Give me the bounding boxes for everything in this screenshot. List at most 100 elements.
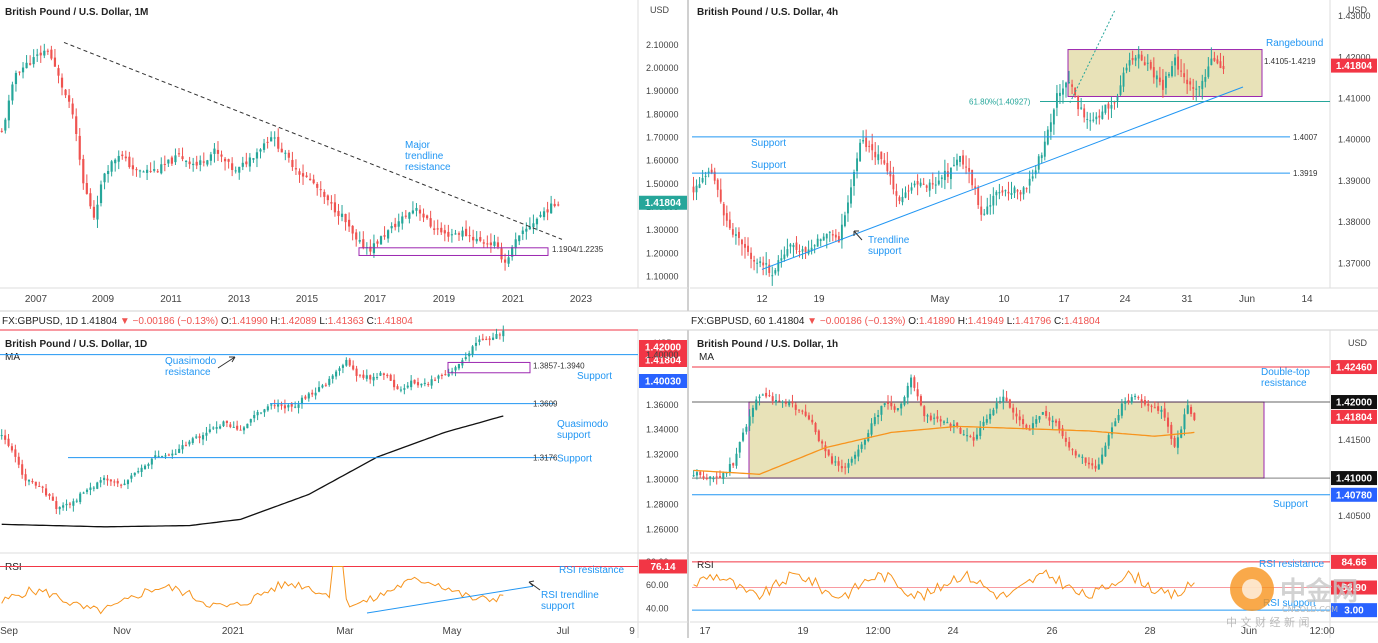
candle bbox=[788, 402, 791, 406]
candle bbox=[181, 156, 184, 160]
candle bbox=[1068, 441, 1071, 448]
candle bbox=[910, 187, 913, 191]
candle bbox=[539, 214, 542, 217]
candle bbox=[114, 159, 117, 164]
candle bbox=[167, 159, 170, 164]
candle bbox=[850, 458, 853, 463]
candle bbox=[822, 236, 825, 241]
candle bbox=[215, 427, 218, 429]
candle bbox=[219, 426, 222, 429]
candle bbox=[692, 186, 695, 193]
candle bbox=[1022, 187, 1025, 195]
rsi-value-badge: 84.66 bbox=[1341, 557, 1366, 568]
candle bbox=[387, 230, 390, 239]
candle bbox=[174, 155, 177, 163]
candle bbox=[17, 456, 20, 465]
candle bbox=[78, 135, 81, 160]
candle bbox=[294, 406, 297, 408]
candle bbox=[345, 359, 348, 366]
candle bbox=[553, 203, 556, 207]
status-l: 1.41796 bbox=[1015, 316, 1052, 327]
candle bbox=[1101, 111, 1104, 119]
candle bbox=[150, 458, 153, 465]
candle bbox=[291, 159, 294, 168]
candle bbox=[440, 374, 443, 376]
zone-label: 1.3857-1.3940 bbox=[533, 361, 585, 370]
candle bbox=[1143, 62, 1146, 66]
candle bbox=[1104, 104, 1107, 113]
candle bbox=[873, 417, 876, 425]
candle bbox=[817, 430, 820, 442]
candle bbox=[397, 221, 400, 227]
x-tick-label: 10 bbox=[998, 294, 1010, 305]
candle bbox=[710, 169, 713, 174]
candle bbox=[160, 164, 163, 174]
candle bbox=[468, 235, 471, 237]
candle bbox=[116, 480, 119, 484]
candle bbox=[317, 387, 321, 392]
candle bbox=[14, 72, 18, 85]
candle bbox=[323, 191, 326, 197]
candle bbox=[953, 164, 955, 166]
candle bbox=[321, 385, 324, 388]
support-badge: 1.40030 bbox=[645, 377, 682, 388]
candle bbox=[1074, 451, 1077, 456]
candle bbox=[24, 474, 27, 481]
candle bbox=[120, 484, 123, 486]
candle bbox=[557, 204, 560, 206]
candle bbox=[273, 405, 276, 407]
candle bbox=[913, 377, 916, 388]
candle bbox=[174, 453, 177, 455]
candle bbox=[1058, 421, 1061, 430]
candle bbox=[1010, 193, 1013, 196]
candle bbox=[725, 213, 728, 221]
candle bbox=[25, 62, 28, 69]
candle bbox=[934, 184, 937, 186]
candle bbox=[1117, 414, 1120, 421]
candle bbox=[698, 184, 701, 188]
candle bbox=[440, 227, 443, 233]
x-tick-label: 2021 bbox=[222, 626, 245, 637]
candle bbox=[1155, 75, 1158, 80]
candle bbox=[1068, 82, 1070, 84]
x-tick-label: Nov bbox=[113, 626, 131, 637]
candle bbox=[813, 245, 816, 247]
candle bbox=[1168, 74, 1170, 76]
candle bbox=[1104, 445, 1107, 457]
candle bbox=[307, 393, 310, 399]
candle bbox=[883, 403, 886, 406]
candle bbox=[1124, 401, 1127, 404]
candle bbox=[36, 54, 39, 56]
candle bbox=[825, 234, 828, 239]
status-h: 1.42089 bbox=[280, 316, 317, 327]
candle bbox=[745, 426, 748, 432]
candle bbox=[1052, 109, 1055, 125]
candle bbox=[1160, 409, 1163, 412]
resistance-badge: 1.42000 bbox=[645, 343, 682, 354]
candle bbox=[468, 353, 471, 357]
candle bbox=[1045, 410, 1048, 416]
rsi-tick: 40.00 bbox=[646, 603, 669, 613]
candle bbox=[989, 413, 992, 420]
candle bbox=[1008, 399, 1011, 408]
candle bbox=[695, 472, 698, 476]
candle bbox=[750, 252, 752, 259]
candle bbox=[375, 377, 379, 379]
candle bbox=[107, 170, 110, 175]
candle bbox=[1161, 79, 1164, 90]
candle bbox=[834, 461, 837, 463]
candle bbox=[939, 419, 942, 422]
candle bbox=[751, 407, 754, 417]
candle bbox=[209, 154, 212, 161]
candle bbox=[972, 437, 975, 441]
y-tick-label: 1.37000 bbox=[1338, 258, 1371, 268]
candle bbox=[326, 195, 329, 201]
candle bbox=[481, 338, 484, 340]
candle bbox=[335, 371, 338, 377]
candle bbox=[910, 377, 913, 388]
candle bbox=[735, 453, 738, 466]
candle bbox=[1054, 420, 1058, 423]
candle bbox=[503, 259, 507, 263]
candle bbox=[222, 421, 225, 427]
candle bbox=[198, 436, 201, 439]
